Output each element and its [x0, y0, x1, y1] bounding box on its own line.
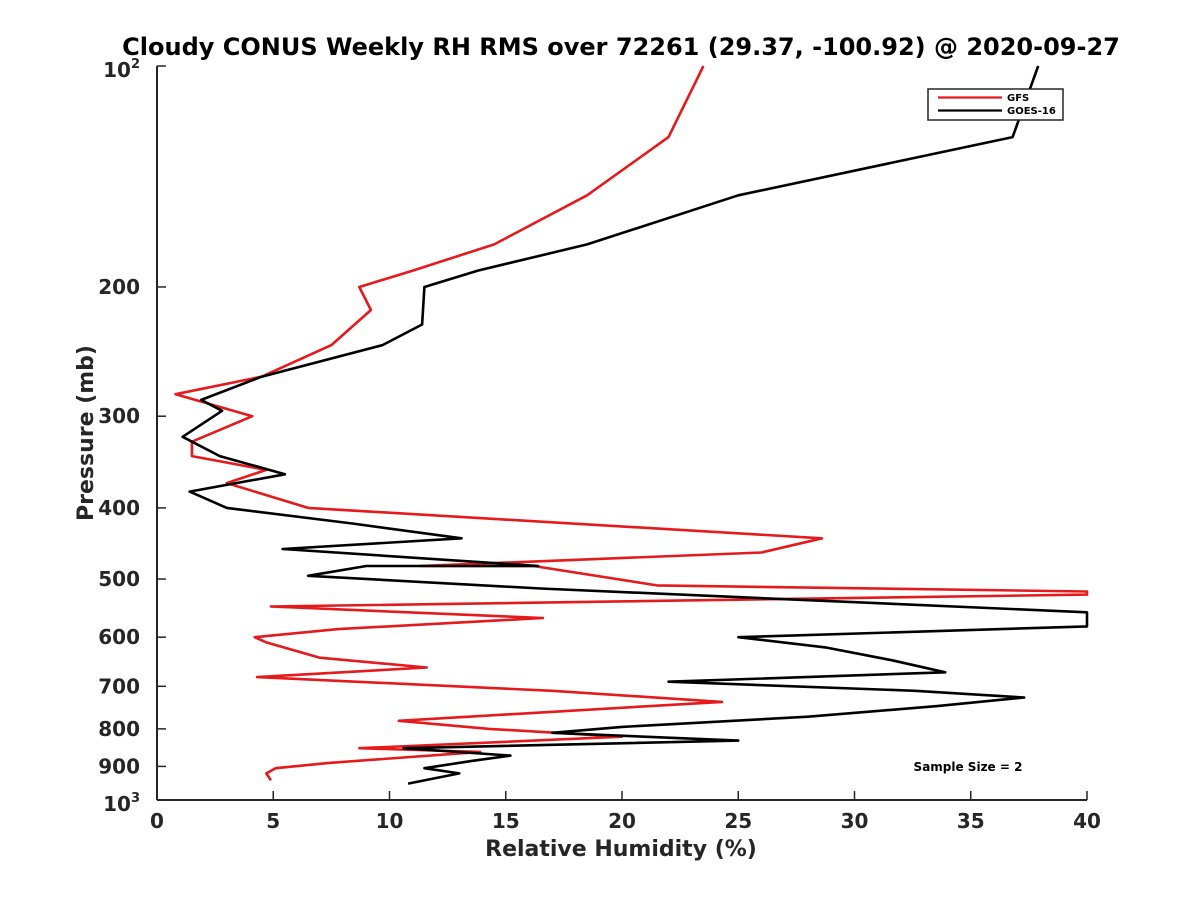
- legend: GFS GOES-16: [927, 88, 1064, 121]
- x-tick-label: 35: [957, 809, 985, 833]
- series-line-gfs: [174, 65, 1089, 782]
- y-axis-label: Pressure (mb): [74, 345, 99, 521]
- y-tick-label-top: 102: [103, 57, 140, 82]
- x-axis-label: Relative Humidity (%): [485, 837, 757, 862]
- y-tick-label: 800: [98, 717, 140, 741]
- sample-size-annotation: Sample Size = 2: [914, 760, 1023, 774]
- y-tick-label: 400: [98, 496, 140, 520]
- x-tick-label: 25: [724, 809, 752, 833]
- y-axis-ticks: 200 300 400 500 600 700 800 900: [98, 65, 166, 801]
- x-tick-label: 5: [266, 809, 280, 833]
- y-tick-label: 700: [98, 674, 140, 698]
- x-axis-ticks: 0 5 10 15 20 25 30 35 40: [150, 791, 1101, 833]
- x-tick-label: 10: [376, 809, 404, 833]
- y-top-exp: 2: [131, 57, 140, 72]
- y-tick-label-bottom: 103: [103, 791, 140, 816]
- y-bottom-base: 10: [103, 792, 131, 816]
- y-tick-label: 200: [98, 275, 140, 299]
- x-tick-label: 0: [150, 809, 164, 833]
- series-line-goes16: [181, 65, 1089, 785]
- series-layer: [174, 65, 1089, 785]
- x-tick-label: 40: [1073, 809, 1101, 833]
- x-tick-label: 30: [841, 809, 869, 833]
- chart-title: Cloudy CONUS Weekly RH RMS over 72261 (2…: [122, 33, 1120, 61]
- legend-label-gfs: GFS: [1007, 93, 1029, 104]
- y-tick-label: 500: [98, 567, 140, 591]
- y-tick-label: 600: [98, 625, 140, 649]
- x-tick-label: 15: [492, 809, 520, 833]
- y-bottom-exp: 3: [131, 791, 140, 806]
- y-tick-label: 900: [98, 754, 140, 778]
- plot-frame: [156, 66, 1087, 801]
- y-top-base: 10: [103, 58, 131, 82]
- y-tick-label: 300: [98, 404, 140, 428]
- x-tick-label: 20: [608, 809, 636, 833]
- legend-label-goes16: GOES-16: [1007, 106, 1056, 117]
- legend-box: [927, 88, 1064, 121]
